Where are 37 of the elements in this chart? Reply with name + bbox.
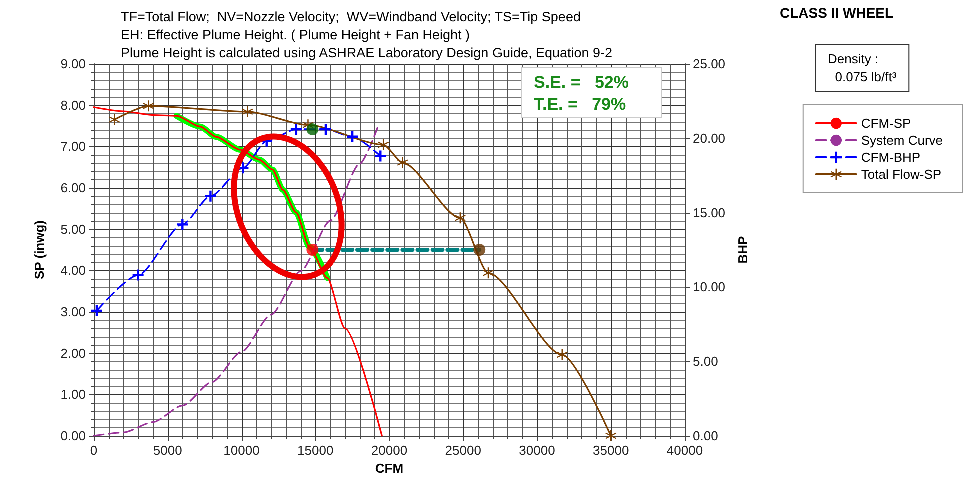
x-tick-label: 25000 [445,443,482,458]
x-axis-title: CFM [375,461,404,476]
x-tick-label: 10000 [224,443,260,458]
y2-tick-label: 15.00 [693,205,726,220]
y2-tick-label: 25.00 [693,56,726,72]
text: Density : 0.075 lb/ft³ [828,52,898,84]
x-tick-label: 20000 [371,443,408,458]
legend-label: CFM-BHP [861,150,921,165]
y-tick-label: 6.00 [60,180,86,196]
chart-title: TF=Total Flow; NV=Nozzle Velocity; WV=Windband Velocity; TS=Tip Speed EH: Effective Plume Height. ( Plume Height + Fan Height ) Plume Height is calculated using ASHRAE Laboratory Design Guide, Equation 9-2 [121,10,613,60]
y-tick-label: 2.00 [60,346,86,361]
legend-label: CFM-SP [861,116,912,131]
legend-label: Total Flow-SP [861,167,942,182]
x-tick-label: 5000 [153,443,182,458]
y-axis-title: SP (inwg) [32,220,47,280]
x-tick-label: 35000 [593,443,630,458]
y-tick-label: 7.00 [60,139,86,154]
y-tick-label: 3.00 [60,304,86,320]
y2-tick-label: 10.00 [693,280,726,295]
y-tick-label: 8.00 [60,98,86,113]
y-tick-label: 4.00 [60,263,86,278]
annotation: S.E. = 52% [534,73,629,92]
y2-tick-label: 20.00 [693,130,726,146]
x-tick-label: 30000 [519,443,556,458]
y2-tick-label: 0.00 [693,428,718,444]
y2-axis-title: BHP [735,236,750,264]
x-tick-label: 40000 [666,443,704,458]
annotation: T.E. = 79% [534,95,626,114]
x-tick-label: 0 [90,443,98,458]
legend-label: System Curve [861,133,944,148]
x-tick-label: 15000 [298,443,334,458]
y2-tick-label: 5.00 [693,354,718,370]
text: CLASS II WHEEL [780,5,894,21]
y-tick-label: 1.00 [60,387,86,402]
y-tick-label: 0.00 [60,428,86,444]
y-tick-label: 9.00 [60,56,86,72]
y-tick-label: 5.00 [60,222,86,237]
